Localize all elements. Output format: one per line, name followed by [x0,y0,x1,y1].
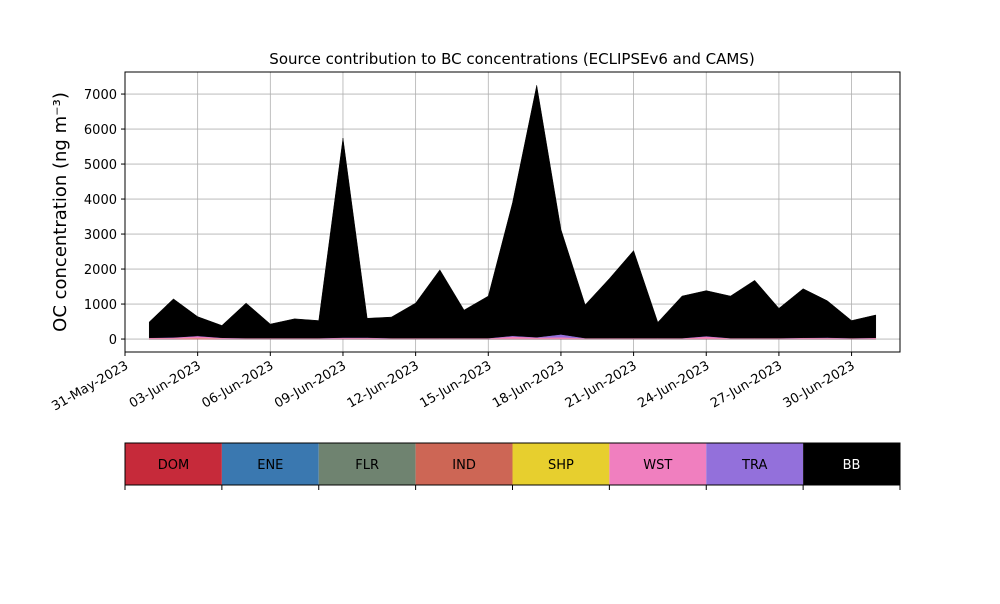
y-tick-label: 3000 [84,228,117,243]
y-tick-label: 0 [109,333,117,348]
legend-label: BB [843,458,861,473]
y-tick-label: 7000 [84,88,117,103]
y-tick-label: 1000 [84,298,117,313]
y-axis-label: OC concentration (ng m⁻³) [50,92,71,332]
y-tick-label: 4000 [84,193,117,208]
legend-label: SHP [548,458,574,473]
legend-label: IND [452,458,476,473]
y-tick-label: 5000 [84,158,117,173]
legend-label: ENE [257,458,283,473]
legend-label: DOM [158,458,189,473]
legend-label: TRA [741,458,767,473]
legend-label: FLR [355,458,379,473]
legend-label: WST [643,458,672,473]
y-tick-label: 6000 [84,123,117,138]
chart-title: Source contribution to BC concentrations… [269,50,754,68]
y-tick-label: 2000 [84,263,117,278]
